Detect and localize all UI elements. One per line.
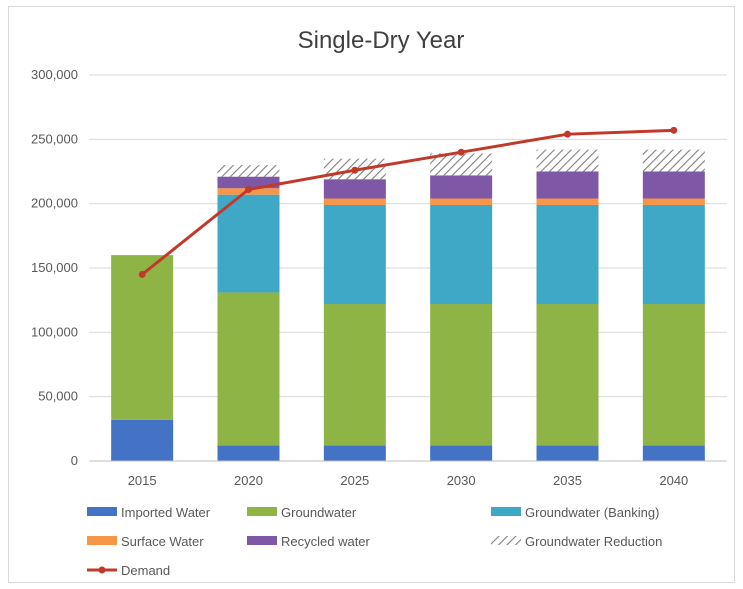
bar-segment: [536, 171, 599, 199]
y-tick-label: 150,000: [31, 260, 78, 275]
bar-segment: [323, 204, 386, 305]
bar-segment: [111, 419, 174, 461]
gridlines: [89, 74, 727, 398]
demand-point: [245, 186, 252, 194]
legend-label: Surface Water: [121, 534, 204, 549]
demand-point: [351, 166, 359, 174]
bar-segment: [536, 198, 599, 205]
bar-segment: [323, 304, 386, 446]
legend-swatch: [87, 507, 117, 516]
y-tick-label: 50,000: [38, 389, 78, 404]
bar-segment: [323, 179, 386, 199]
legend-swatch-marker: [98, 566, 106, 574]
bar-segment: [642, 304, 705, 446]
demand-line: [141, 128, 674, 276]
bar-segment: [430, 198, 493, 205]
demand-point: [670, 126, 678, 134]
bar-segment: [217, 445, 280, 461]
bar-segment: [217, 194, 280, 293]
legend-swatch: [87, 536, 117, 545]
legend-label: Groundwater (Banking): [525, 505, 659, 520]
legend-label: Recycled water: [281, 534, 371, 549]
x-tick-label: 2035: [553, 473, 582, 488]
x-tick-label: 2025: [340, 473, 369, 488]
y-tick-label: 300,000: [31, 67, 78, 82]
legend-label: Groundwater: [281, 505, 357, 520]
x-tick-label: 2020: [234, 473, 263, 488]
bar-segment: [430, 204, 493, 305]
legend-swatch: [247, 536, 277, 545]
y-tick-label: 0: [71, 453, 78, 468]
chart-title: Single-Dry Year: [298, 27, 465, 54]
x-tick-label: 2015: [128, 473, 157, 488]
y-tick-label: 100,000: [31, 324, 78, 339]
x-tick-label: 2030: [447, 473, 476, 488]
bar-segment: [642, 149, 705, 172]
demand-point: [564, 130, 571, 138]
legend-swatch: [491, 507, 521, 516]
legend-swatch: [247, 507, 277, 516]
demand-point: [457, 148, 465, 156]
bar-segment: [642, 198, 705, 205]
bar-segment: [536, 304, 599, 446]
bar-segment: [323, 198, 386, 205]
bar-segment: [430, 304, 493, 446]
bar-segment: [217, 165, 280, 177]
axes: 0 50,000 100,000 150,000 200,000 250,000 300,0…: [31, 67, 727, 488]
bar-segment: [217, 292, 280, 446]
legend-label: Imported Water: [121, 505, 211, 520]
chart-svg: Single-Dry Year 0 50,000 100,000 150,000 200…: [31, 27, 727, 578]
bars: [111, 149, 705, 461]
bar-segment: [111, 255, 174, 420]
bar-segment: [642, 445, 705, 461]
bar-segment: [430, 175, 493, 199]
legend-swatch: [491, 536, 521, 545]
legend-label: Groundwater Reduction: [525, 534, 662, 549]
bar-segment: [642, 171, 705, 199]
demand-line-layer: [138, 126, 678, 278]
bar-segment: [536, 149, 599, 172]
bar-segment: [536, 445, 599, 461]
chart-frame: Single-Dry Year 0 50,000 100,000 150,000 200…: [8, 6, 735, 583]
demand-point: [138, 270, 146, 278]
bar-segment: [217, 176, 280, 189]
legend: Imported Water Groundwater Groundwater (Ba…: [87, 505, 662, 578]
legend-label: Demand: [121, 563, 170, 578]
bar-segment: [323, 445, 386, 461]
bar-segment: [642, 204, 705, 305]
bar-segment: [430, 153, 493, 176]
bar-segment: [536, 204, 599, 305]
y-tick-label: 200,000: [31, 196, 78, 211]
y-tick-label: 250,000: [31, 131, 78, 146]
x-tick-label: 2040: [659, 473, 688, 488]
bar-segment: [430, 445, 493, 461]
